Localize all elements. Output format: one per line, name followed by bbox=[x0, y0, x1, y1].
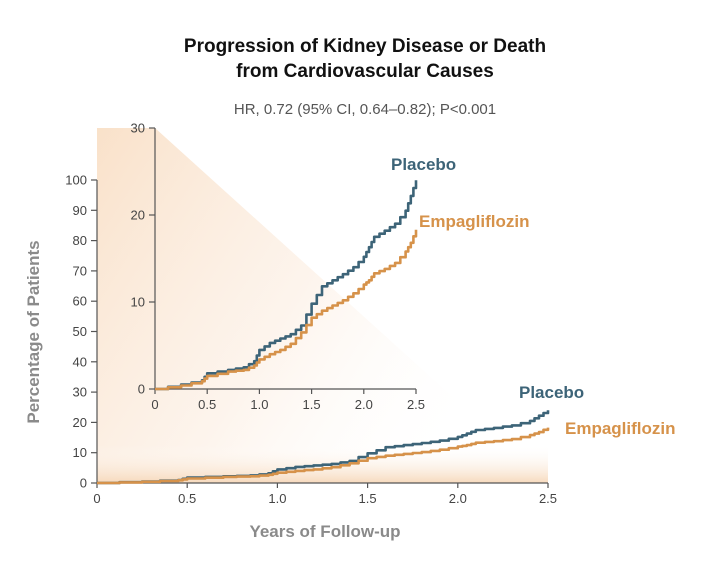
inset-x-tick-label: 2.0 bbox=[355, 397, 373, 412]
main-y-tick-label: 100 bbox=[65, 173, 87, 188]
inset-x-tick-label: 1.5 bbox=[303, 397, 321, 412]
main-x-tick-label: 0.5 bbox=[178, 491, 196, 506]
chart-subtitle: HR, 0.72 (95% CI, 0.64–0.82); P<0.001 bbox=[234, 101, 496, 118]
main-x-tick-label: 2.0 bbox=[449, 491, 467, 506]
main-y-tick-label: 80 bbox=[73, 233, 87, 248]
inset-axes bbox=[154, 128, 416, 390]
main-x-tick-label: 0 bbox=[93, 491, 100, 506]
inset-ticks: 0 0.5 1.0 1.5 2.0 2.5 0 10 20 30 bbox=[131, 121, 426, 413]
main-y-tick-label: 70 bbox=[73, 263, 87, 278]
main-label-empagliflozin: Empagliflozin bbox=[565, 419, 676, 438]
main-label-placebo: Placebo bbox=[519, 383, 584, 402]
inset-x-tick-label: 0 bbox=[151, 397, 158, 412]
main-y-tick-label: 0 bbox=[80, 476, 87, 491]
main-y-tick-label: 60 bbox=[73, 294, 87, 309]
main-x-tick-label: 1.5 bbox=[359, 491, 377, 506]
main-y-tick-label: 50 bbox=[73, 324, 87, 339]
main-y-tick-label: 90 bbox=[73, 203, 87, 218]
inset-label-empagliflozin: Empagliflozin bbox=[419, 212, 530, 231]
background-wedge bbox=[97, 128, 548, 483]
inset-x-tick-label: 0.5 bbox=[198, 397, 216, 412]
main-curve-empagliflozin bbox=[97, 427, 550, 485]
inset-curve-empagliflozin bbox=[155, 229, 418, 391]
x-axis-title: Years of Follow-up bbox=[249, 522, 400, 541]
main-y-tick-label: 30 bbox=[73, 385, 87, 400]
inset-x-tick-label: 2.5 bbox=[407, 397, 425, 412]
inset-y-tick-label: 10 bbox=[131, 295, 145, 310]
inset-y-tick-label: 30 bbox=[131, 121, 145, 136]
y-axis-title: Percentage of Patients bbox=[24, 240, 43, 423]
main-x-tick-label: 1.0 bbox=[268, 491, 286, 506]
chart-title-line1: Progression of Kidney Disease or Death bbox=[184, 36, 546, 57]
inset-curves bbox=[155, 180, 418, 391]
chart-title-line2: from Cardiovascular Causes bbox=[236, 61, 494, 82]
main-y-tick-label: 20 bbox=[73, 415, 87, 430]
inset-label-placebo: Placebo bbox=[391, 155, 456, 174]
main-y-tick-label: 40 bbox=[73, 354, 87, 369]
inset-y-tick-label: 20 bbox=[131, 208, 145, 223]
main-curves bbox=[97, 410, 550, 485]
main-x-tick-label: 2.5 bbox=[539, 491, 557, 506]
inset-x-tick-label: 1.0 bbox=[250, 397, 268, 412]
main-y-tick-label: 10 bbox=[73, 445, 87, 460]
inset-y-tick-label: 0 bbox=[138, 382, 145, 397]
inset-curve-placebo bbox=[155, 180, 418, 391]
